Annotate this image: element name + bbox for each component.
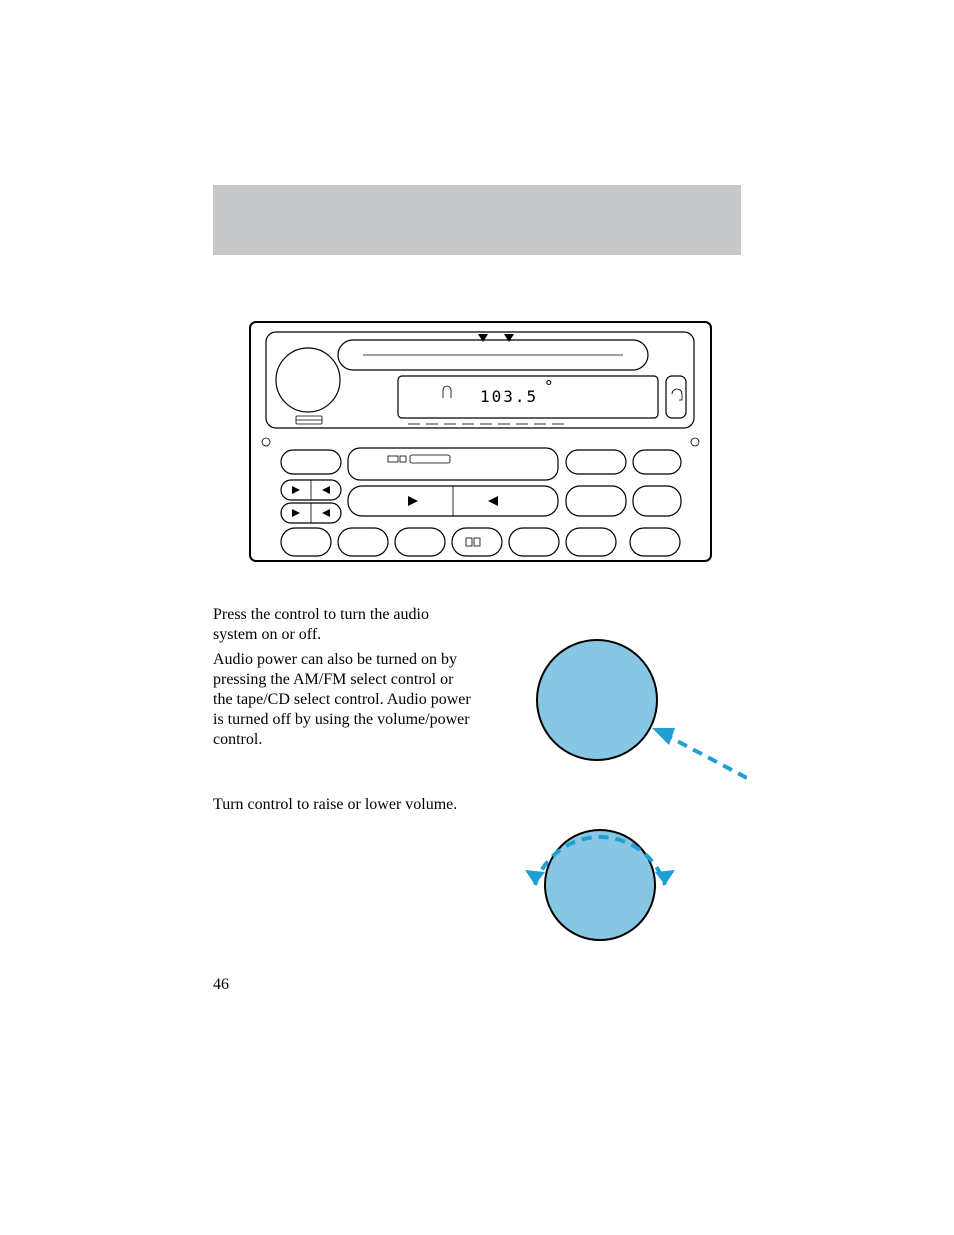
paragraph-volume-control: Turn control to raise or lower volume. bbox=[213, 795, 473, 815]
paragraph-power-details: Audio power can also be turned on by pre… bbox=[213, 650, 473, 750]
knob-turn-diagram bbox=[500, 800, 700, 950]
display-frequency: 103.5 bbox=[480, 387, 538, 406]
radio-faceplate-diagram: 103.5 ° bbox=[248, 320, 713, 563]
svg-text:°: ° bbox=[544, 377, 556, 396]
knob-press-diagram bbox=[507, 620, 747, 780]
header-bar bbox=[213, 185, 741, 255]
page-number: 46 bbox=[213, 976, 229, 994]
paragraph-power-control: Press the control to turn the audio syst… bbox=[213, 605, 473, 645]
